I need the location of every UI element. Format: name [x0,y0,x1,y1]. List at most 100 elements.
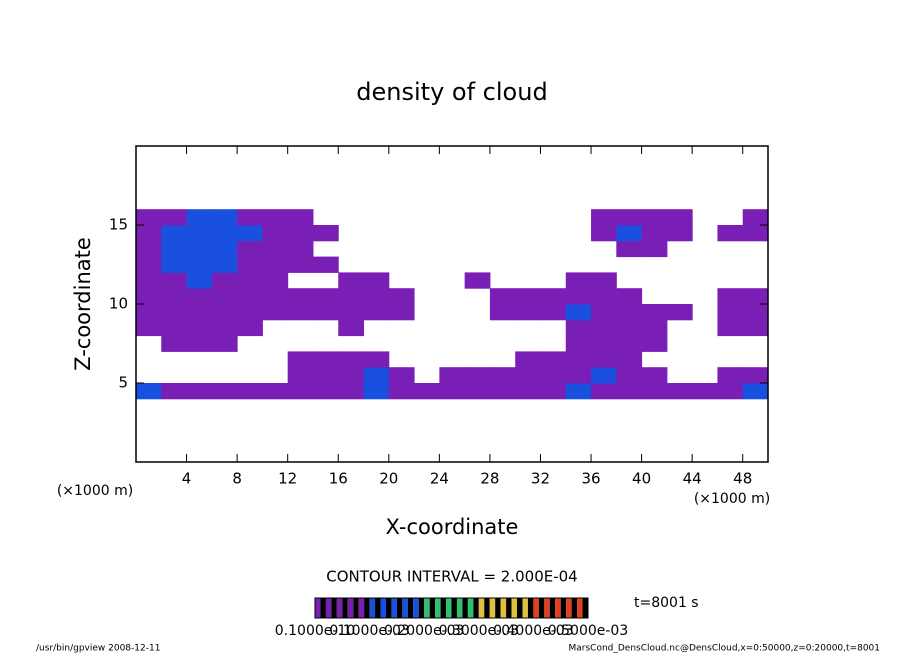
cloud-cell [464,383,491,400]
cloud-cell [161,288,188,305]
colorbar-stripe [522,598,528,618]
cloud-cell [211,272,238,289]
cloud-cell [161,319,188,337]
footer-right: MarsCond_DensCloud.nc@DensCloud,x=0:5000… [569,644,881,654]
cloud-cell [363,367,390,384]
cloud-cell [211,304,238,321]
cloud-cell [237,288,263,305]
cloud-cell [692,383,718,400]
cloud-cell [591,383,617,400]
contour-interval: CONTOUR INTERVAL = 2.000E-04 [326,568,577,586]
cloud-cell [591,351,617,368]
cloud-cell [312,256,339,273]
cloud-cell [515,351,541,368]
footer-left: /usr/bin/gpview 2008-12-11 [36,644,160,654]
cloud-cell [237,272,263,289]
x-tick-label: 40 [632,470,651,488]
cloud-cell [666,304,693,321]
cloud-cell [136,225,162,242]
cloud-cell [363,288,390,305]
cloud-cell [565,272,592,289]
cloud-cell [565,383,592,400]
cloud-cell [211,288,238,305]
cloud-cell [616,335,643,352]
x-tick-label: 36 [581,470,600,488]
cloud-cell [540,367,567,384]
colorbar-stripe [424,598,430,618]
colorbar-stripe [555,598,561,618]
cloud-cell [591,335,617,352]
cloud-cell [464,272,491,289]
cloud-cell [262,225,289,242]
y-tick-label: 5 [118,374,128,392]
cloud-cell [742,304,769,321]
cloud-cell [186,383,213,400]
colorbar-stripe [369,598,376,618]
cloud-cell [388,304,415,321]
cloud-cell [489,304,516,321]
time-label: t=8001 s [634,595,699,611]
cloud-cell [211,225,238,242]
x-tick-label: 28 [480,470,499,488]
colorbar-stripe [413,598,419,618]
colorbar-stripe [484,598,490,618]
colorbar-stripe [407,598,414,618]
cloud-cell [515,304,541,321]
cloud-cell [565,304,592,321]
x-unit: (×1000 m) [694,491,770,507]
cloud-cell [262,288,289,305]
x-tick-label: 44 [683,470,702,488]
colorbar-stripe [380,598,386,618]
cloud-cell [136,288,162,305]
cloud-cell [616,319,643,337]
colorbar-stripe [489,598,496,618]
cloud-cell [237,209,263,226]
colorbar-stripe [571,598,578,618]
cloud-cell [540,383,567,400]
cloud-cell [489,383,516,400]
cloud-cell [211,335,238,352]
cloud-cell [338,351,365,368]
cloud-cell [312,288,339,305]
cloud-cell [641,240,668,258]
cloud-cell [515,288,541,305]
cloud-cell [161,209,188,226]
colorbar-stripe [429,598,436,618]
cloud-cell [742,225,769,242]
cloud-cell [414,383,440,400]
colorbar-stripe [462,598,468,618]
y-tick-label: 10 [109,295,128,313]
cloud-cell [287,367,314,384]
cloud-cell [287,256,314,273]
colorbar-stripe [511,598,518,618]
colorbar-stripe [418,598,425,618]
cloud-cell [641,209,668,226]
cloud-cell [161,240,188,258]
cloud-cell [616,209,643,226]
cloud-cell [666,383,693,400]
cloud-cell [186,288,213,305]
cloud-cell [363,351,390,368]
cloud-cell [262,256,289,273]
cloud-cell [338,288,365,305]
cloud-cell [262,304,289,321]
cloud-cell [186,319,213,337]
colorbar-stripe [495,598,501,618]
cloud-cell [591,367,617,384]
colorbar-stripe [478,598,485,618]
colorbar-stripe [577,598,583,618]
y-unit: (×1000 m) [57,483,133,499]
colorbar-stripe [451,598,457,618]
cloud-cell [591,319,617,337]
colorbar-stripe [402,598,408,618]
cloud-cell [287,383,314,400]
cloud-cell [237,319,263,337]
colorbar-stripe [517,598,523,618]
cloud-cell [136,240,162,258]
cloud-cell [287,240,314,258]
cloud-cell [186,304,213,321]
cloud-cell [186,256,213,273]
cloud-cell [616,383,643,400]
cloud-cell [717,319,744,337]
cloud-cell [388,367,415,384]
